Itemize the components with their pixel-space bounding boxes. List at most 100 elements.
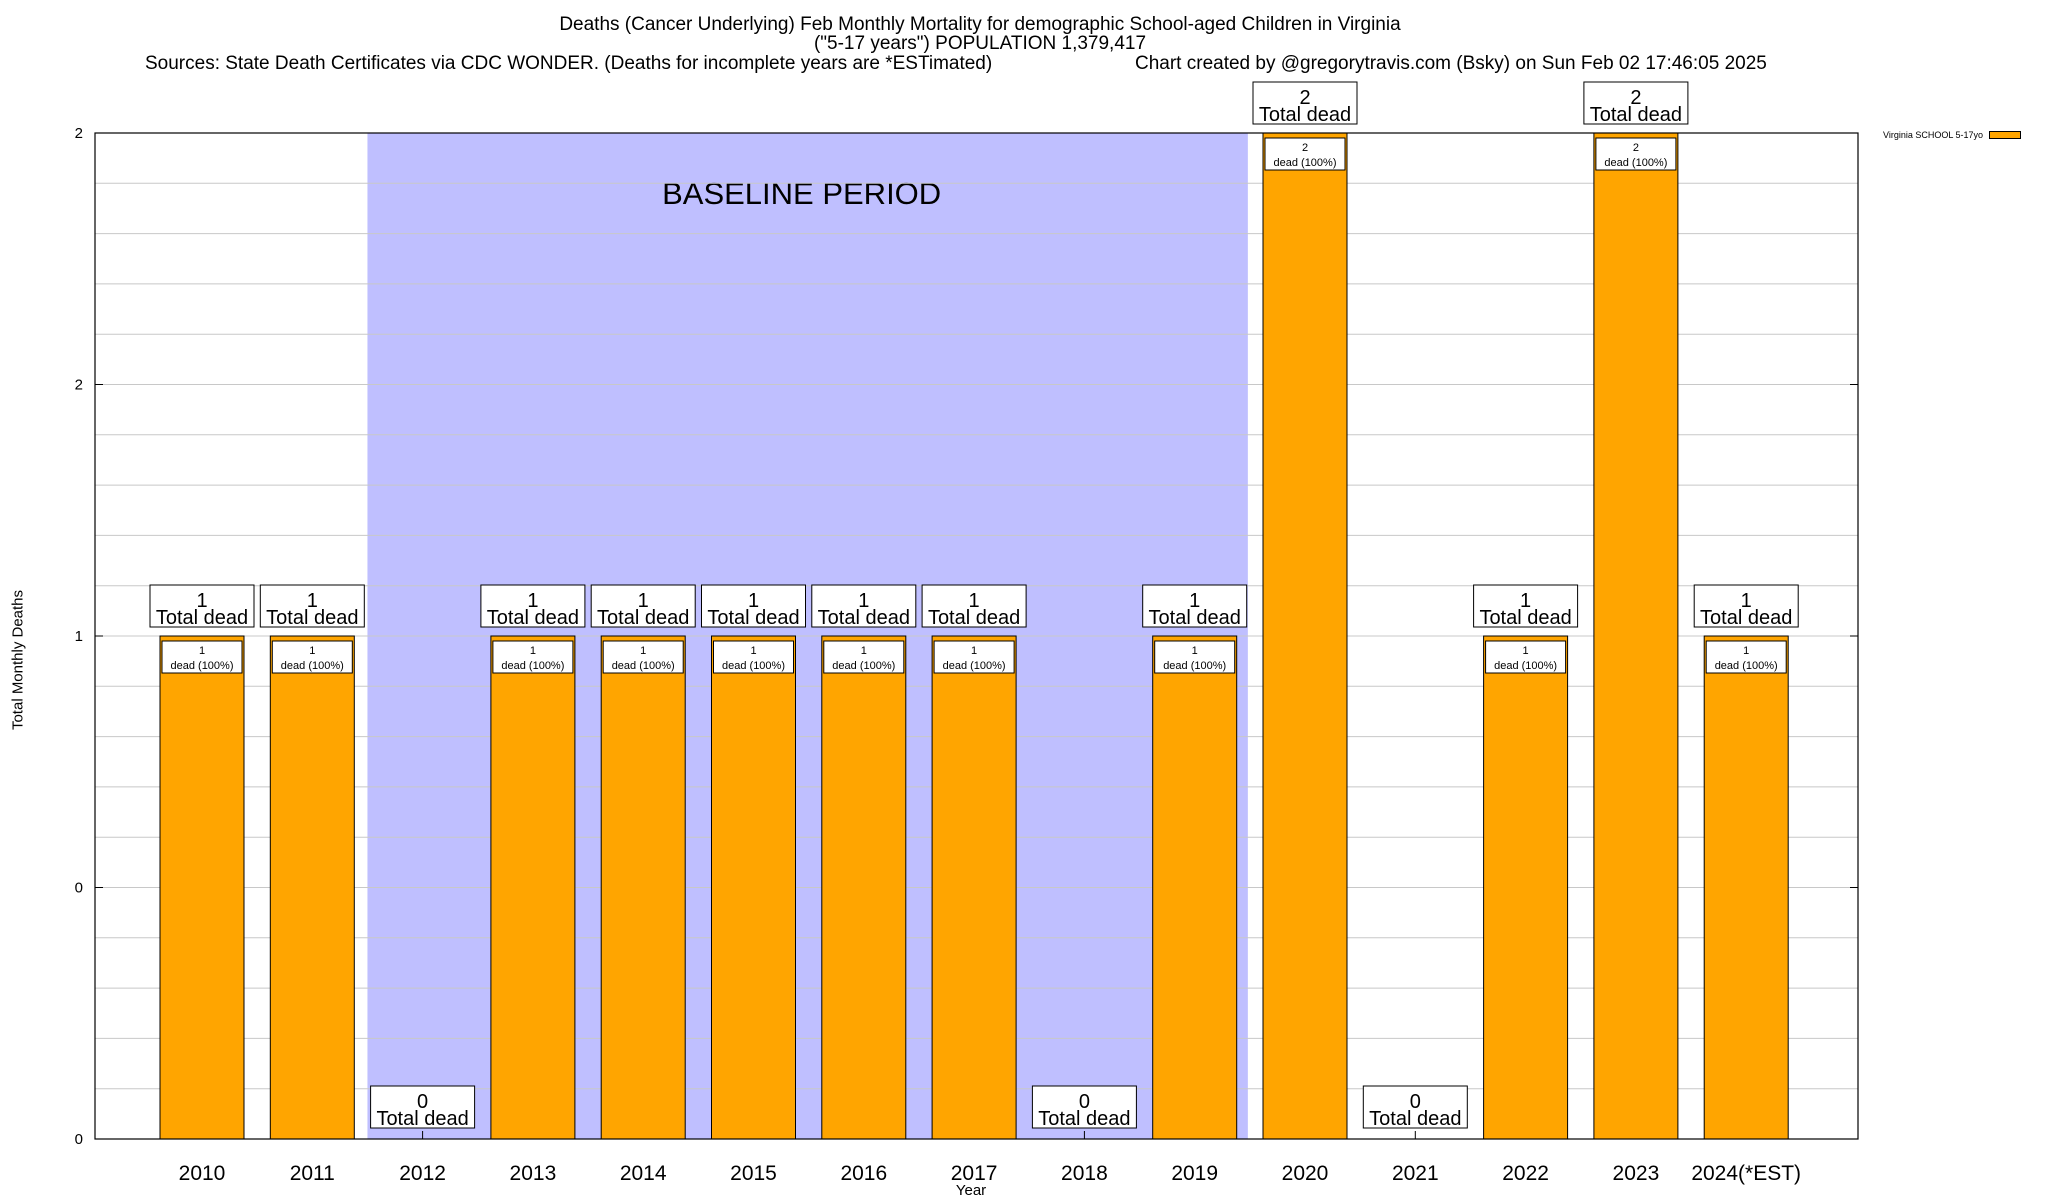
segment-percent-label: dead (100%): [501, 660, 564, 672]
segment-percent-label: dead (100%): [1604, 157, 1667, 169]
x-tick-label: 2019: [1171, 1162, 1218, 1185]
segment-percent-label: dead (100%): [1715, 660, 1778, 672]
segment-label-box: [492, 640, 574, 674]
x-tick-label: 2013: [510, 1162, 557, 1185]
total-value-label: 0: [1410, 1091, 1421, 1113]
x-tick-label: 2015: [730, 1162, 777, 1185]
segment-label-box: [1485, 640, 1567, 674]
chart-sources: Sources: State Death Certificates via CD…: [145, 53, 993, 74]
total-text-label: Total dead: [1038, 1108, 1130, 1130]
segment-label-box: [1264, 137, 1346, 171]
y-tick-label: 0: [75, 1131, 83, 1148]
segment-value-label: 1: [1523, 645, 1529, 657]
y-tick-label: 2: [75, 125, 83, 142]
total-label-box: [590, 584, 696, 628]
bar: [490, 635, 576, 1140]
total-label-box: [149, 584, 255, 628]
segment-label-box: [933, 640, 1015, 674]
total-value-label: 1: [196, 590, 207, 612]
total-text-label: Total dead: [1590, 104, 1682, 126]
total-text-label: Total dead: [707, 607, 799, 629]
total-value-label: 1: [638, 590, 649, 612]
x-tick-label: 2011: [290, 1162, 335, 1185]
total-text-label: Total dead: [1369, 1108, 1461, 1130]
total-value-label: 1: [1189, 590, 1200, 612]
plot-border: [94, 132, 1859, 1140]
segment-label-box: [161, 640, 243, 674]
total-text-label: Total dead: [1149, 607, 1241, 629]
total-label-box: [1583, 81, 1689, 125]
total-value-label: 1: [858, 590, 869, 612]
y-tick-label: 0: [75, 880, 83, 897]
total-value-label: 1: [1520, 590, 1531, 612]
bar: [600, 635, 686, 1140]
bar: [1483, 635, 1569, 1140]
segment-percent-label: dead (100%): [943, 660, 1006, 672]
total-value-label: 1: [527, 590, 538, 612]
total-text-label: Total dead: [1259, 104, 1351, 126]
x-tick-label: 2017: [951, 1162, 998, 1185]
y-tick-label: 2: [75, 377, 83, 394]
total-label-box: [811, 584, 917, 628]
segment-label-box: [271, 640, 353, 674]
segment-label-box: [823, 640, 905, 674]
segment-label-box: [1705, 640, 1787, 674]
total-value-label: 1: [307, 590, 318, 612]
x-tick-label: 2014: [620, 1162, 667, 1185]
segment-value-label: 2: [1302, 142, 1308, 154]
y-tick-label: 1: [75, 628, 83, 645]
segment-label-box: [602, 640, 684, 674]
total-value-label: 0: [1079, 1091, 1090, 1113]
x-tick-label: 2018: [1061, 1162, 1108, 1185]
x-axis-label: Year: [955, 1182, 987, 1199]
segment-value-label: 1: [309, 645, 315, 657]
segment-percent-label: dead (100%): [171, 660, 234, 672]
total-label-box: [921, 584, 1027, 628]
total-text-label: Total dead: [156, 607, 248, 629]
segment-value-label: 1: [199, 645, 205, 657]
total-label-box: [370, 1085, 476, 1129]
segment-value-label: 1: [530, 645, 536, 657]
segment-value-label: 2: [1633, 142, 1639, 154]
segment-percent-label: dead (100%): [1494, 660, 1557, 672]
segment-label-box: [1595, 137, 1677, 171]
segment-label-box: [713, 640, 794, 674]
segment-value-label: 1: [971, 645, 977, 657]
bar: [1703, 635, 1789, 1140]
bar: [1152, 635, 1238, 1140]
bar: [1593, 132, 1679, 1140]
segment-value-label: 1: [750, 645, 756, 657]
chart-title: Deaths (Cancer Underlying) Feb Monthly M…: [559, 14, 1401, 35]
total-text-label: Total dead: [1479, 607, 1571, 629]
total-text-label: Total dead: [266, 607, 358, 629]
total-text-label: Total dead: [818, 607, 910, 629]
total-label-box: [480, 584, 586, 628]
total-value-label: 1: [969, 590, 980, 612]
total-label-box: [1362, 1085, 1468, 1129]
segment-percent-label: dead (100%): [722, 660, 785, 672]
chart-credit: Chart created by @gregorytravis.com (Bsk…: [1135, 53, 1767, 74]
chart-subtitle: ("5-17 years") POPULATION 1,379,417: [813, 33, 1147, 54]
total-text-label: Total dead: [928, 607, 1020, 629]
x-tick-label: 2022: [1502, 1162, 1549, 1185]
segment-value-label: 1: [1743, 645, 1749, 657]
total-value-label: 2: [1630, 87, 1641, 109]
bar: [159, 635, 245, 1140]
total-value-label: 1: [1741, 590, 1752, 612]
legend-label: Virginia SCHOOL 5-17yo: [1883, 130, 1984, 140]
segment-value-label: 1: [1192, 645, 1198, 657]
total-label-box: [259, 584, 365, 628]
legend: Virginia SCHOOL 5-17yo: [1883, 130, 2022, 140]
segment-percent-label: dead (100%): [612, 660, 675, 672]
total-text-label: Total dead: [597, 607, 689, 629]
baseline-period-label: BASELINE PERIOD: [662, 176, 941, 211]
total-text-label: Total dead: [376, 1108, 468, 1130]
legend-swatch: [1989, 131, 2022, 139]
total-label-box: [1031, 1085, 1137, 1129]
x-tick-label: 2012: [399, 1162, 446, 1185]
y-axis-label: Total Monthly Deaths: [9, 589, 27, 731]
x-tick-label: 2020: [1282, 1162, 1329, 1185]
segment-percent-label: dead (100%): [1274, 157, 1337, 169]
total-label-box: [1252, 81, 1358, 125]
segment-percent-label: dead (100%): [832, 660, 895, 672]
